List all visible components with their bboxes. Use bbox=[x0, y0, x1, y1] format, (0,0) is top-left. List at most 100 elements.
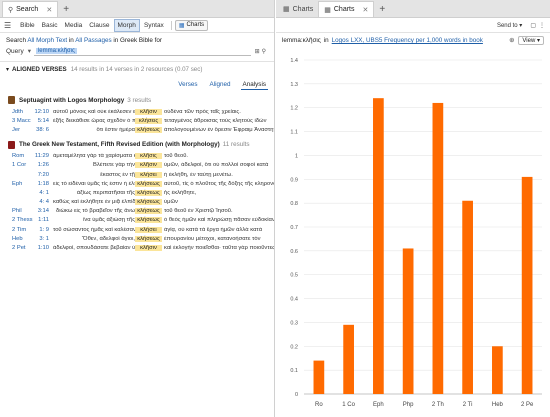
send-to-button[interactable]: Send to ▾ bbox=[496, 22, 523, 29]
result-row[interactable]: Eph 1:18 εἰς τὸ εἰδέναι ὑμᾶς τίς ἐστιν ἡ ἐ… bbox=[0, 179, 274, 188]
tab-charts-1[interactable]: ▦ Charts bbox=[278, 1, 318, 17]
result-row[interactable]: Jer 38: 6 ὅτι ἔστιν ἡμέρα κλήσεως ἀπολογουμέ… bbox=[0, 125, 274, 134]
keyword-hit[interactable]: κλήσεως bbox=[135, 217, 162, 224]
result-row[interactable]: Jdth 12:10 αὐτοῦ μόνοις καὶ οὐκ ἐκάλεσεν ε… bbox=[0, 107, 274, 116]
keyword-hit[interactable]: κλήσεως bbox=[135, 180, 162, 187]
resource-count: 11 results bbox=[222, 141, 250, 149]
verse-ref[interactable]: 1: 9 bbox=[39, 226, 49, 233]
results-header[interactable]: ▾ ALIGNED VERSES 14 results in 14 verses… bbox=[0, 61, 274, 77]
keyword-hit[interactable]: κλήσεως bbox=[135, 126, 162, 133]
view-verses[interactable]: Verses bbox=[178, 81, 198, 88]
y-tick-label: 0.7 bbox=[290, 225, 298, 231]
charts-button[interactable]: ▦ Charts bbox=[174, 19, 209, 31]
keyword-hit[interactable]: κλῆσιν bbox=[135, 245, 162, 252]
book-abbrev[interactable]: 1 Cor bbox=[12, 162, 27, 169]
view-button[interactable]: View ▾ bbox=[518, 36, 544, 45]
verse-ref[interactable]: 1:11 bbox=[38, 217, 49, 224]
result-row[interactable]: 4: 4 καθὼς καὶ ἐκλήθητε ἐν μιᾷ ἐλπίδι τῆς… bbox=[0, 198, 274, 207]
close-icon[interactable]: ✕ bbox=[362, 6, 369, 14]
scope-passages-link[interactable]: All Passages bbox=[75, 37, 112, 44]
view-switcher: Verses Aligned Analysis bbox=[0, 80, 274, 90]
tab-morph[interactable]: Morph bbox=[113, 18, 140, 32]
result-row[interactable]: 7:20 ἕκαστος ἐν τῇ κλήσει ἡ ἐκλήθη, ἐν ταύτ… bbox=[0, 170, 274, 179]
result-row[interactable]: Phil 3:14 διώκω εἰς τὸ βραβεῖον τῆς ἄνω κλή… bbox=[0, 207, 274, 216]
verse-ref[interactable]: 4: 4 bbox=[39, 199, 49, 206]
resource-header[interactable]: The Greek New Testament, Fifth Revised E… bbox=[0, 140, 274, 149]
verse-ref[interactable]: 4: 1 bbox=[39, 189, 49, 196]
tab-charts-2[interactable]: ▦ Charts ✕ bbox=[318, 1, 375, 17]
book-abbrev[interactable]: 2 Pet bbox=[12, 245, 26, 252]
verse-ref[interactable]: 3:14 bbox=[37, 208, 49, 215]
verse-ref[interactable]: 12:10 bbox=[34, 108, 49, 115]
chart-source-link[interactable]: Logos LXX, UBS5 Frequency per 1,000 word… bbox=[331, 37, 483, 44]
context-left: ἀμεταμέλητα γὰρ τὰ χαρίσματα καὶ ἡ bbox=[53, 153, 135, 160]
result-row[interactable]: 2 Tim 1: 9 τοῦ σώσαντος ἡμᾶς καὶ καλέσαντο… bbox=[0, 225, 274, 234]
verse-ref[interactable]: 7:20 bbox=[37, 171, 49, 178]
verse-ref[interactable]: 11:29 bbox=[34, 153, 49, 160]
resource-title[interactable]: Septuagint with Logos Morphology bbox=[19, 96, 125, 104]
result-row[interactable]: Heb 3: 1 Ὅθεν, ἀδελφοὶ ἅγιοι, κλήσεως ἐπουρα… bbox=[0, 234, 274, 243]
verse-ref[interactable]: 3: 1 bbox=[39, 235, 49, 242]
bar-ro bbox=[313, 360, 325, 394]
tab-media[interactable]: Media bbox=[64, 21, 83, 29]
book-abbrev[interactable]: Eph bbox=[12, 180, 23, 187]
chevron-down-icon[interactable]: ▾ bbox=[27, 48, 31, 55]
book-abbrev[interactable]: Jdth bbox=[12, 108, 23, 115]
resource-title[interactable]: The Greek New Testament, Fifth Revised E… bbox=[19, 141, 220, 149]
verse-ref[interactable]: 5:14 bbox=[37, 117, 49, 124]
result-row[interactable]: 3 Macc 5:14 ἐξῆς διεκάθισε ὥρας σχεδὸν ὁ π… bbox=[0, 116, 274, 125]
tab-clause[interactable]: Clause bbox=[89, 21, 110, 29]
book-abbrev[interactable]: Heb bbox=[12, 235, 23, 242]
tab-bible[interactable]: Bible bbox=[20, 21, 35, 29]
y-tick-label: 0.2 bbox=[290, 344, 298, 350]
add-tab-button[interactable]: + bbox=[63, 3, 70, 15]
keyword-hit[interactable]: κλῆσις bbox=[135, 153, 162, 160]
result-row[interactable]: 2 Pet 1:10 ἀδελφοί, σπουδάσατε βεβαίαν ὑμῶ… bbox=[0, 243, 274, 252]
zoom-icon[interactable]: ⊕ bbox=[509, 37, 515, 44]
keyword-hit[interactable]: κλήσεως bbox=[135, 199, 162, 206]
verse-ref[interactable]: 1:18 bbox=[37, 180, 49, 187]
tab-search[interactable]: ⚲ Search ✕ bbox=[2, 1, 59, 17]
keyword-hit[interactable]: κλῆσιν bbox=[135, 108, 162, 115]
view-aligned[interactable]: Aligned bbox=[209, 81, 231, 88]
keyword-hit[interactable]: κλήσει bbox=[135, 171, 162, 178]
book-abbrev[interactable]: 3 Macc bbox=[12, 117, 31, 124]
keyword-hit[interactable]: κλήσεως bbox=[135, 235, 162, 242]
resource-header[interactable]: Septuagint with Logos Morphology 3 result… bbox=[0, 96, 274, 104]
menu-icon[interactable]: ☰ bbox=[4, 20, 12, 30]
result-row[interactable]: 1 Cor 1:26 Βλέπετε γὰρ τὴν κλῆσιν ὑμῶν, ἀδελ… bbox=[0, 161, 274, 170]
y-tick-label: 1.3 bbox=[290, 82, 298, 88]
close-icon[interactable]: ✕ bbox=[46, 6, 53, 14]
keyword-hit[interactable]: κλήσεως bbox=[135, 208, 162, 215]
chevron-down-icon[interactable]: ▾ bbox=[6, 67, 10, 73]
context-left: ἀδελφοί, σπουδάσατε βεβαίαν ὑμῶν τὴν bbox=[53, 245, 135, 252]
x-tick-label: 2 Ti bbox=[463, 402, 473, 408]
verse-ref[interactable]: 38: 6 bbox=[36, 126, 49, 133]
verse-ref[interactable]: 1:10 bbox=[37, 245, 49, 252]
result-row[interactable]: 2 Thess 1:11 ἵνα ὑμᾶς ἀξιώσῃ τῆς κλήσεως ὁ θ… bbox=[0, 216, 274, 225]
book-abbrev[interactable]: Phil bbox=[12, 208, 22, 215]
keyword-hit[interactable]: κλήσεως bbox=[135, 189, 162, 196]
tab-syntax[interactable]: Syntax bbox=[143, 21, 164, 29]
panel-menu-icon[interactable]: ▢ bbox=[530, 22, 536, 29]
left-tabbar: ⚲ Search ✕ + bbox=[0, 0, 274, 18]
keyword-hit[interactable]: κλήσει bbox=[135, 226, 162, 233]
result-row[interactable]: 4: 1 ἀξίως περιπατῆσαι τῆς κλήσεως ἧς ἐκλήθ… bbox=[0, 188, 274, 197]
more-icon[interactable]: ⋮ bbox=[539, 22, 545, 29]
book-abbrev[interactable]: Rom bbox=[12, 153, 25, 160]
keyword-hit[interactable]: κλήσεις bbox=[135, 117, 162, 124]
view-analysis[interactable]: Analysis bbox=[240, 81, 268, 90]
right-tabbar: ▦ Charts ▦ Charts ✕ + bbox=[276, 0, 550, 18]
context-left: εἰς τὸ εἰδέναι ὑμᾶς τίς ἐστιν ἡ ἐλπὶς τῆ… bbox=[53, 180, 135, 187]
keyword-hit[interactable]: κλῆσιν bbox=[135, 162, 162, 169]
tab-basic[interactable]: Basic bbox=[41, 21, 58, 29]
book-abbrev[interactable]: 2 Thess bbox=[12, 217, 33, 224]
query-action-icons[interactable]: ⊞⚲ bbox=[254, 48, 268, 55]
book-abbrev[interactable]: Jer bbox=[12, 126, 21, 133]
result-row[interactable]: Rom 11:29 ἀμεταμέλητα γὰρ τὰ χαρίσματα καὶ… bbox=[0, 152, 274, 161]
verse-ref[interactable]: 1:26 bbox=[37, 162, 49, 169]
book-abbrev[interactable]: 2 Tim bbox=[12, 226, 27, 233]
query-input[interactable]: lemma:κλῆσις bbox=[33, 46, 251, 56]
add-tab-button[interactable]: + bbox=[379, 3, 386, 15]
scope-morph-link[interactable]: All Morph Text bbox=[27, 37, 68, 44]
